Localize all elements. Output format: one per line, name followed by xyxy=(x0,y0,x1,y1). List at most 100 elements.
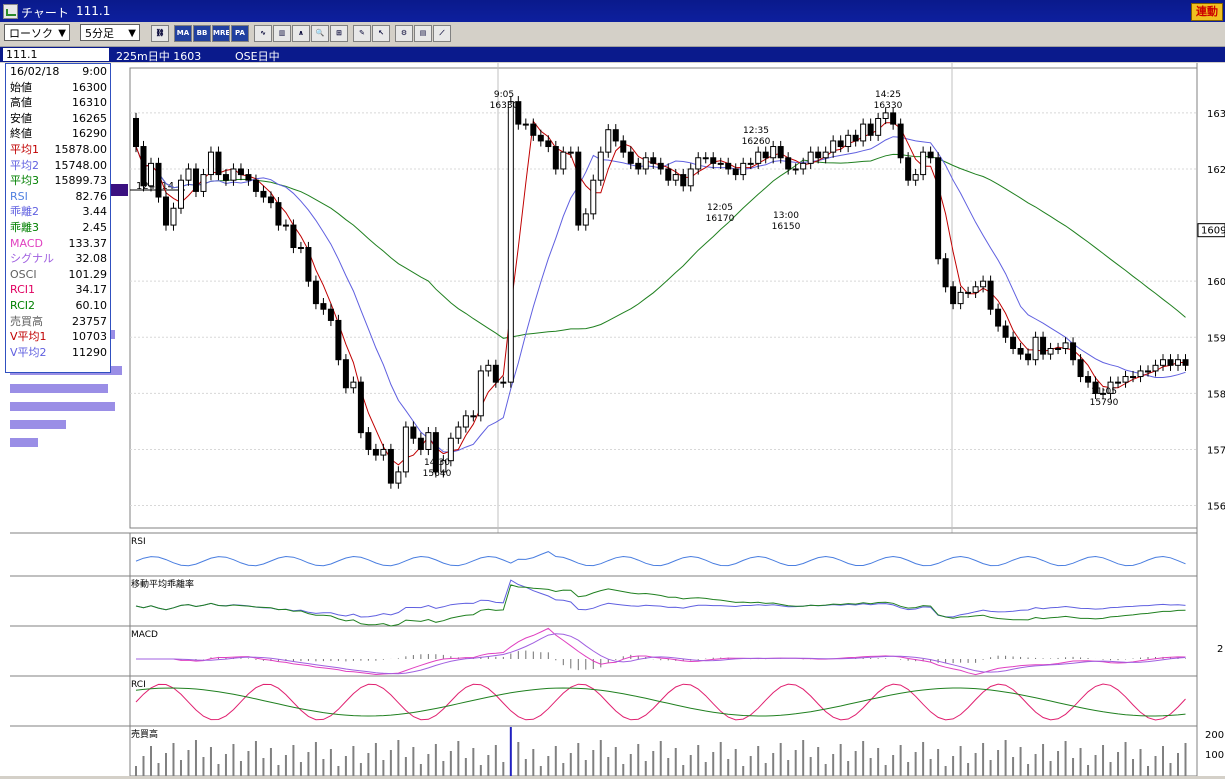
candle-body xyxy=(1085,376,1092,383)
code-input[interactable]: 111.1 xyxy=(3,48,109,61)
data-panel-row: RSI 82.76 xyxy=(6,189,110,205)
candle-body xyxy=(185,168,192,181)
annotation-price: 16150 xyxy=(772,222,801,232)
candle-body xyxy=(882,112,889,119)
pen-tool-button[interactable]: ✎ xyxy=(353,25,371,42)
data-panel-row: RCI2 60.10 xyxy=(6,298,110,314)
export-tool-button[interactable]: ▤ xyxy=(414,25,432,42)
interval-select[interactable]: 5分足 ▼ xyxy=(80,24,140,41)
price-axis-label: 157 xyxy=(1207,445,1225,456)
candle-body xyxy=(1137,370,1144,378)
candle-body xyxy=(1092,381,1099,394)
settings-tool-button[interactable]: ⚙ xyxy=(395,25,413,42)
data-panel-label: 平均2 xyxy=(10,158,39,172)
candle-body xyxy=(192,168,199,192)
data-panel-value: 34.17 xyxy=(75,283,108,297)
chart-toolbar: ローソク ▼ 5分足 ▼ ⛓ MA BB MRE PA ∿ ▥ ∧ 🔍 ⊞ ✎ ↖ ⚙ ▤ ⟋ xyxy=(0,22,1225,47)
candle-body xyxy=(162,196,169,226)
link-icon: ⛓ xyxy=(155,29,165,37)
candle-body xyxy=(327,308,334,321)
data-panel-label: 終値 xyxy=(10,127,32,141)
candle-body xyxy=(867,123,874,136)
annotation-price: 16260 xyxy=(742,137,771,147)
candle-body xyxy=(410,426,417,439)
BB-tool-button[interactable]: BB xyxy=(193,25,211,42)
candle-body xyxy=(635,162,642,170)
subpanel-frame xyxy=(129,725,1198,777)
data-panel-row: 終値 16290 xyxy=(6,126,110,142)
candle-body xyxy=(972,286,979,293)
data-panel-label: 乖離3 xyxy=(10,220,39,234)
candle-body xyxy=(657,162,664,170)
data-panel-value: 101.29 xyxy=(68,267,108,281)
data-panel-row: 売買高 23757 xyxy=(6,314,110,330)
candle-body xyxy=(860,123,867,142)
candle-body xyxy=(133,117,139,148)
candle-body xyxy=(395,471,402,484)
data-panel-label: RCI1 xyxy=(10,283,36,297)
data-panel-row: 平均2 15748.00 xyxy=(6,158,110,174)
candle-body xyxy=(387,448,394,484)
candle-body xyxy=(620,140,627,153)
candle-body xyxy=(605,129,612,153)
data-panel-row: V平均2 11290 xyxy=(6,345,110,361)
chart-type-select[interactable]: ローソク ▼ xyxy=(4,24,70,41)
fib-tool-button[interactable]: ⟋ xyxy=(433,25,451,42)
BB-icon: BB xyxy=(196,29,208,37)
candle-body xyxy=(807,151,814,164)
candle-body xyxy=(335,319,342,361)
candle-body xyxy=(695,157,702,170)
search-tool-button[interactable]: 🔍 xyxy=(311,25,329,42)
candle-body xyxy=(702,157,709,160)
candle-body xyxy=(642,157,649,170)
MA-tool-button[interactable]: MA xyxy=(174,25,192,42)
cursor-tool-button[interactable]: ↖ xyxy=(372,25,390,42)
candle-body xyxy=(687,168,694,187)
candle-body xyxy=(747,162,754,165)
chevron-down-icon: ▼ xyxy=(128,28,136,39)
bars-tool-button[interactable]: ▥ xyxy=(273,25,291,42)
candle-body xyxy=(957,291,964,305)
data-panel-label: 平均1 xyxy=(10,142,39,156)
candle-body xyxy=(245,174,252,181)
vol-tool-button[interactable]: ∧ xyxy=(292,25,310,42)
data-panel-value: 60.10 xyxy=(75,298,108,312)
subpanel-axis-label: 200 xyxy=(1205,730,1224,741)
current-price-box xyxy=(1197,223,1225,238)
MRE-tool-button[interactable]: MRE xyxy=(212,25,230,42)
annotation-price: 16170 xyxy=(706,214,735,224)
link-tool-button[interactable]: ⛓ xyxy=(151,25,169,42)
market-name: OSE日中 xyxy=(235,50,280,63)
line-tool-button[interactable]: ∿ xyxy=(254,25,272,42)
candle-body xyxy=(477,370,484,417)
subpanel-axis-label: 2 xyxy=(1217,644,1223,655)
candle-body xyxy=(1100,392,1107,395)
candle-body xyxy=(920,151,927,176)
candle-body xyxy=(800,162,807,170)
data-panel-label: 売買高 xyxy=(10,314,43,328)
MA-icon: MA xyxy=(176,29,190,37)
data-panel-row: 高値 16310 xyxy=(6,95,110,111)
PA-tool-button[interactable]: PA xyxy=(231,25,249,42)
data-panel-value: 15878.00 xyxy=(54,142,108,156)
candle-body xyxy=(1047,347,1054,355)
candle-body xyxy=(1017,347,1024,355)
candle-body xyxy=(1122,376,1129,383)
candle-body xyxy=(200,174,207,192)
data-panel-row: 始値 16300 xyxy=(6,80,110,96)
chart-canvas[interactable]: 16316216015915815715616091247149:0516330… xyxy=(0,63,1225,777)
bars-icon: ▥ xyxy=(278,29,286,37)
compare-tool-button[interactable]: ⊞ xyxy=(330,25,348,42)
window-titlebar: チャート 111.1 連動 xyxy=(0,0,1225,22)
chart-area[interactable]: 163 162 160 159 158 157 156 1609 124714 9:05 16330… xyxy=(0,63,1225,777)
candle-body xyxy=(297,247,304,250)
link-badge-button[interactable]: 連動 xyxy=(1191,3,1223,21)
candle-body xyxy=(492,364,499,383)
candle-body xyxy=(725,162,732,170)
candle-body xyxy=(710,157,717,164)
candle-body xyxy=(582,213,589,226)
candle-body xyxy=(1160,359,1167,366)
candle-body xyxy=(230,168,237,181)
candle-body xyxy=(290,224,297,249)
candle-body xyxy=(470,415,477,418)
